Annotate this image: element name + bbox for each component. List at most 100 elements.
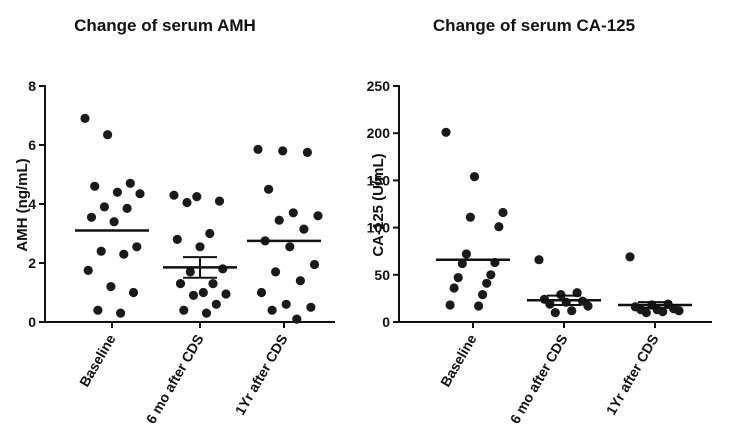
- ca125-y-ticks: 0 50 100 150 200 250: [367, 78, 399, 330]
- amh-data-point: [175, 279, 186, 289]
- amh-data-point: [122, 203, 132, 213]
- ca125-y-tick-label: 0: [382, 314, 390, 330]
- amh-data-point: [103, 130, 113, 140]
- amh-data-point: [119, 249, 129, 259]
- amh-data-point: [285, 242, 295, 252]
- amh-data-point: [288, 208, 298, 218]
- amh-data-point: [218, 264, 228, 274]
- amh-data-point: [281, 299, 291, 309]
- ca125-data-point: [534, 255, 544, 265]
- amh-data-point: [188, 290, 199, 300]
- amh-data-point: [309, 259, 320, 270]
- amh-y-ticks: 0 2 4 6 8: [28, 78, 45, 330]
- ca125-data-point: [449, 283, 459, 293]
- amh-data-point: [214, 196, 225, 206]
- amh-data-point: [90, 181, 100, 191]
- amh-data-point: [179, 305, 189, 315]
- ca125-chart-title: Change of serum CA-125: [433, 16, 635, 35]
- amh-y-tick-label: 4: [28, 196, 36, 212]
- amh-y-tick-label: 0: [28, 314, 36, 330]
- amh-data-point: [125, 178, 135, 188]
- amh-data-point: [192, 192, 202, 202]
- ca125-data-point: [583, 301, 593, 311]
- amh-data-point: [198, 287, 208, 298]
- amh-y-axis-label: AMH (ng/mL): [14, 158, 31, 251]
- amh-category-label: 1Yr after CDS: [232, 332, 291, 418]
- ca125-data-point: [461, 249, 471, 259]
- amh-data-point: [313, 211, 323, 221]
- ca125-data-point: [478, 290, 488, 300]
- amh-data-point: [109, 217, 119, 227]
- amh-data-point: [99, 202, 109, 212]
- amh-data-point: [135, 189, 145, 199]
- amh-data-point: [128, 287, 139, 298]
- ca125-y-tick-label: 50: [374, 267, 390, 283]
- ca125-data-point: [486, 270, 496, 280]
- amh-data-point: [116, 308, 126, 318]
- ca125-data-point: [498, 207, 508, 218]
- ca125-data-point: [494, 222, 504, 232]
- amh-data-point: [205, 228, 215, 239]
- amh-data-point: [172, 234, 182, 244]
- amh-chart-title: Change of serum AMH: [74, 16, 256, 35]
- ca125-category-label: 1Yr after CDS: [603, 332, 662, 418]
- amh-category-label: Baseline: [76, 331, 119, 389]
- amh-marks: [75, 113, 323, 324]
- ca125-data-point: [625, 252, 635, 262]
- amh-data-point: [112, 187, 122, 197]
- amh-y-tick-label: 6: [28, 137, 36, 153]
- amh-data-point: [278, 146, 288, 156]
- amh-data-point: [221, 289, 231, 299]
- amh-data-point: [106, 282, 116, 292]
- amh-data-point: [264, 184, 274, 194]
- amh-y-tick-label: 8: [28, 78, 36, 94]
- amh-data-point: [182, 197, 192, 208]
- amh-data-point: [267, 305, 277, 315]
- amh-y-tick-label: 2: [28, 255, 36, 271]
- ca125-data-point: [465, 212, 475, 222]
- amh-data-point: [256, 287, 267, 298]
- amh-category-label: 6 mo after CDS: [143, 332, 207, 427]
- amh-data-point: [80, 113, 90, 123]
- ca125-y-tick-label: 250: [367, 78, 391, 94]
- ca125-panel: Change of serum CA-125 CA-125 (U/mL) 0 50…: [367, 16, 712, 426]
- amh-data-point: [271, 267, 281, 277]
- amh-data-point: [299, 224, 309, 234]
- ca125-data-point: [445, 300, 455, 310]
- amh-axes: [44, 85, 335, 328]
- ca125-data-point: [658, 307, 668, 317]
- amh-data-point: [83, 265, 93, 275]
- ca125-y-tick-label: 100: [367, 220, 391, 236]
- ca125-data-point: [469, 172, 480, 182]
- amh-data-point: [302, 147, 312, 157]
- ca125-y-tick-label: 200: [367, 125, 391, 141]
- amh-data-point: [274, 215, 284, 225]
- ca125-category-labels: Baseline 6 mo after CDS 1Yr after CDS: [437, 331, 662, 426]
- amh-data-point: [169, 190, 179, 200]
- amh-data-point: [195, 242, 205, 252]
- amh-data-point: [201, 308, 212, 318]
- ca125-y-tick-label: 150: [367, 172, 391, 188]
- ca125-category-label: Baseline: [437, 331, 480, 389]
- ca125-data-point: [474, 301, 484, 311]
- ca125-category-label: 6 mo after CDS: [507, 332, 571, 427]
- ca125-data-point: [441, 127, 451, 137]
- amh-data-point: [211, 299, 221, 309]
- ca125-marks: [436, 127, 692, 318]
- amh-data-point: [295, 276, 305, 286]
- amh-data-point: [132, 242, 142, 252]
- ca125-axes: [398, 85, 712, 328]
- ca125-data-point: [550, 308, 560, 318]
- amh-data-point: [96, 246, 106, 256]
- amh-data-point: [86, 212, 97, 222]
- ca125-data-point: [567, 306, 577, 316]
- amh-data-point: [185, 267, 195, 277]
- amh-category-labels: Baseline 6 mo after CDS 1Yr after CDS: [76, 331, 291, 426]
- amh-data-point: [208, 279, 218, 289]
- amh-data-point: [306, 302, 316, 312]
- amh-data-point: [292, 314, 302, 324]
- ca125-data-point: [482, 278, 492, 288]
- amh-panel: Change of serum AMH AMH (ng/mL) 0 2 4 6 8 Ba…: [14, 16, 335, 426]
- ca125-data-point: [641, 308, 651, 318]
